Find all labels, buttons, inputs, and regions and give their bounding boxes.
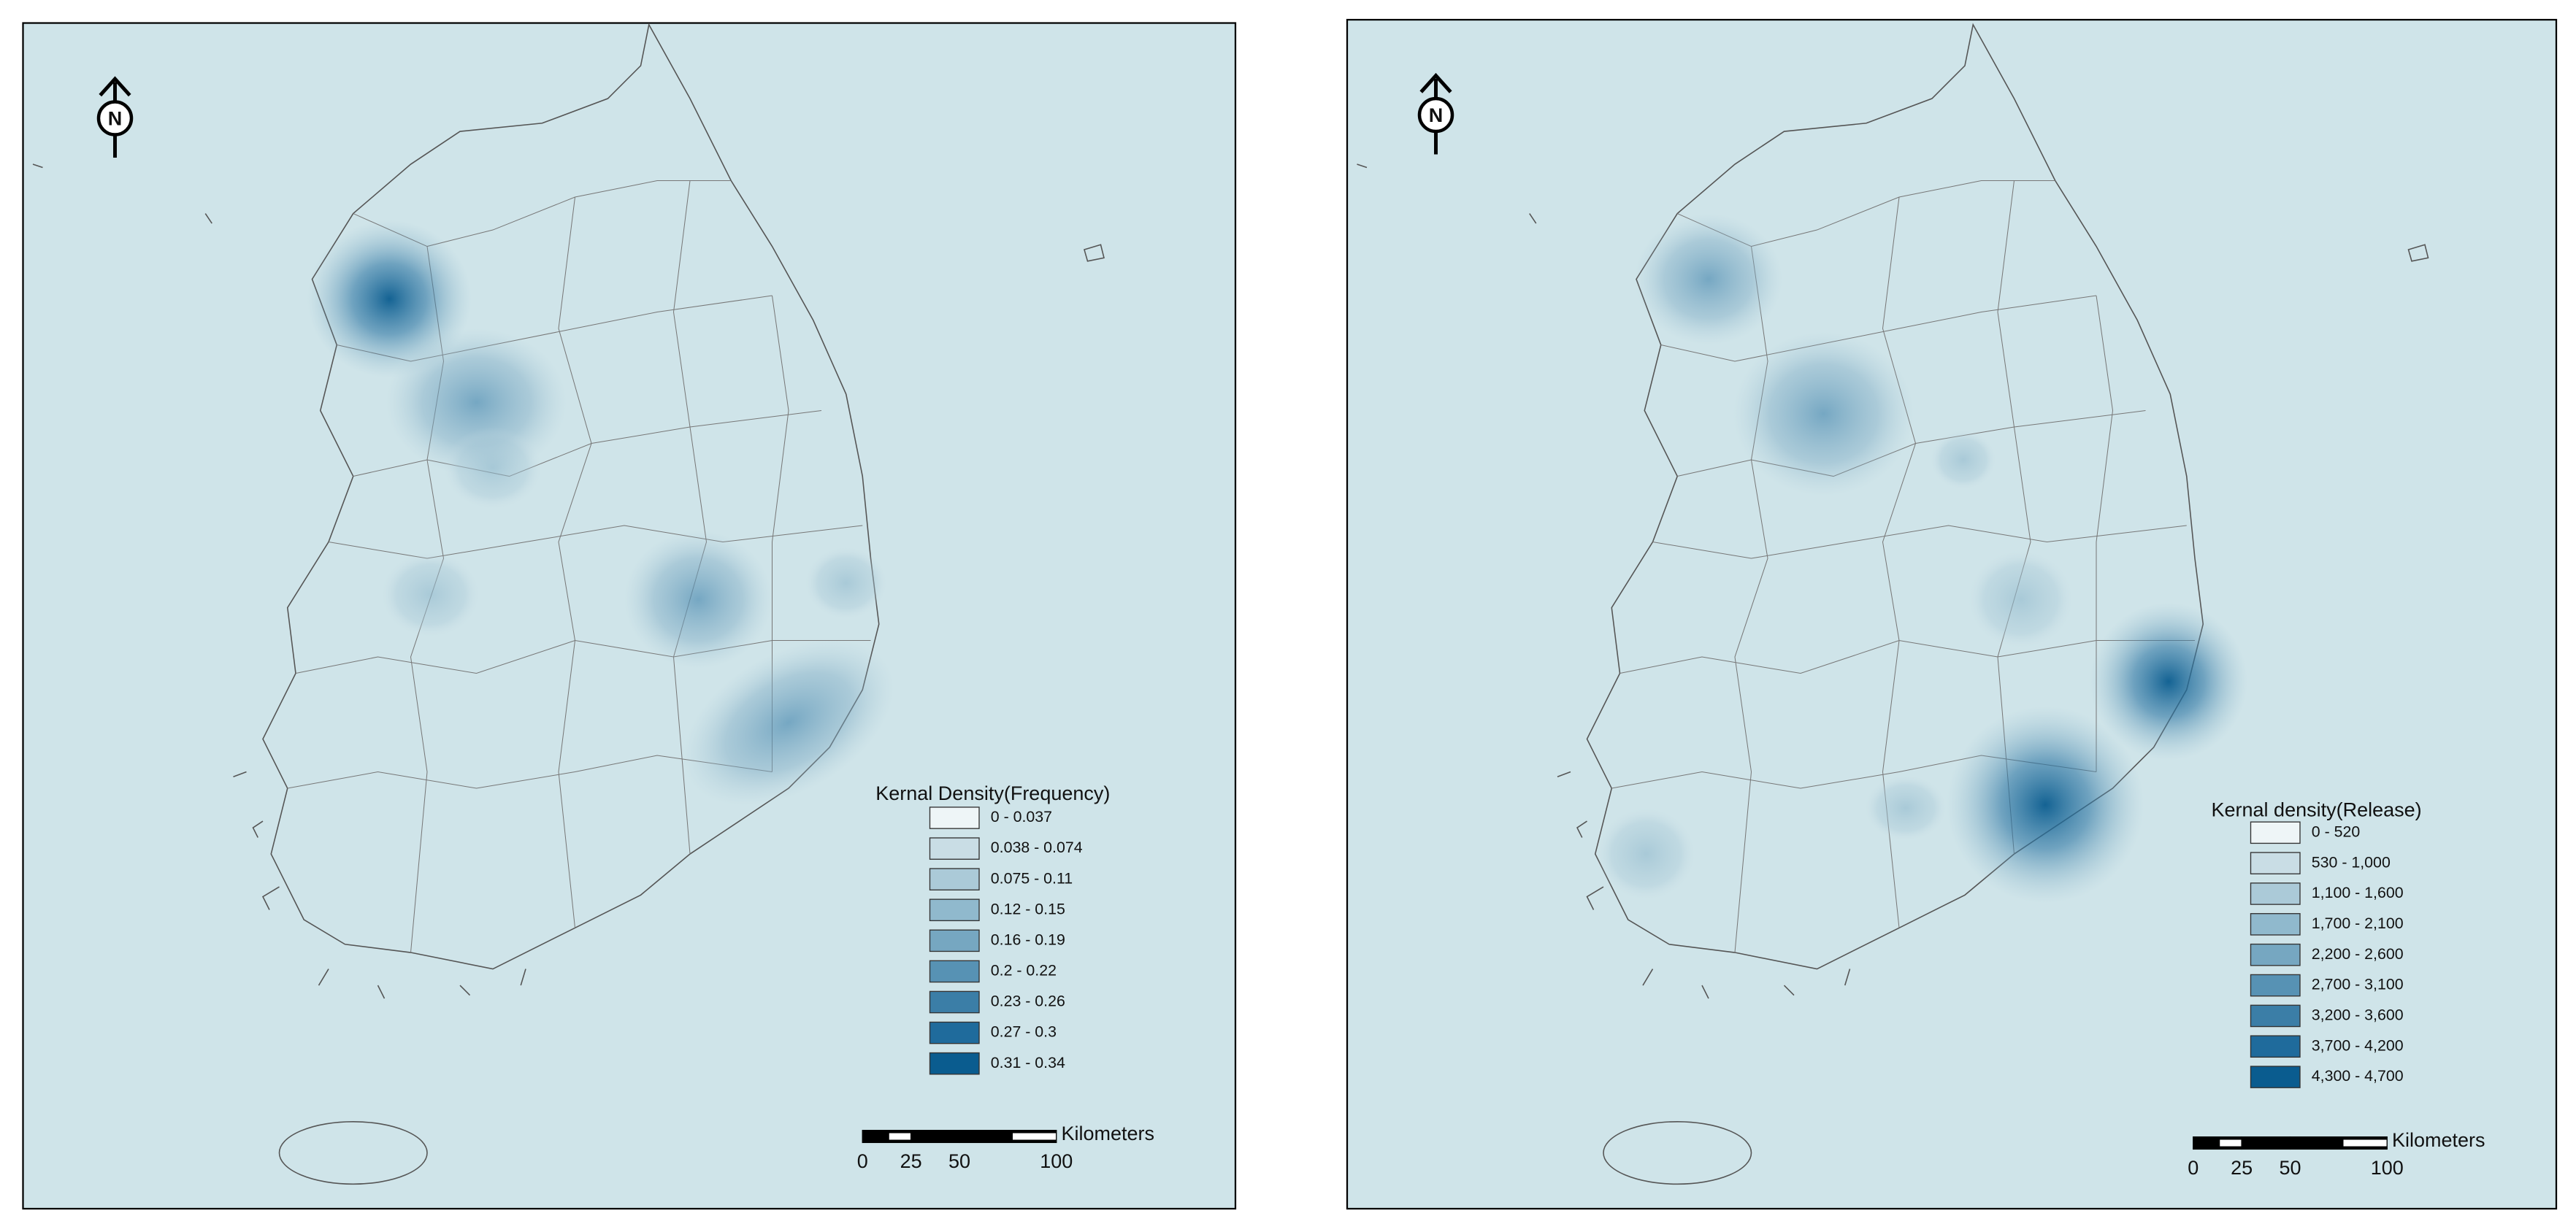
legend-label: 2,200 - 2,600 [2312,945,2404,963]
north-arrow-ring [96,100,134,136]
legend-swatch [2250,913,2301,936]
scale-unit: Kilometers [2392,1129,2485,1151]
scale-tick-label: 50 [948,1150,970,1172]
north-arrow-head [99,76,131,97]
legend-swatch [929,1021,980,1044]
legend-label: 0.2 - 0.22 [991,962,1057,979]
legend-label: 0 - 0.037 [991,808,1052,825]
legend-swatch [929,898,980,922]
legend-swatch [929,868,980,890]
legend-label: 3,700 - 4,200 [2312,1036,2404,1054]
legend-swatch [2250,821,2301,844]
legend-label: 0.16 - 0.19 [991,931,1065,948]
legend-label: 3,200 - 3,600 [2312,1006,2404,1024]
north-label: N [108,107,122,129]
legend-label: 2,700 - 3,100 [2312,976,2404,993]
legend-swatch [2250,852,2301,874]
scale-bar-segment [2220,1139,2242,1147]
density-surface [1597,213,2247,904]
scale-tick-label: 0 [857,1150,868,1172]
scale-tick-label: 0 [2188,1157,2199,1179]
map-frame [1346,18,2558,1210]
legend-label: 0 - 520 [2312,823,2361,840]
legend-swatch [2250,943,2301,966]
legend-label: 0.31 - 0.34 [991,1054,1065,1071]
legend-swatch [929,960,980,983]
legend-label: 530 - 1,000 [2312,853,2391,871]
legend-label: 1,700 - 2,100 [2312,915,2404,932]
legend-label: 0.23 - 0.26 [991,993,1065,1010]
scale-bar-segment [2343,1139,2388,1147]
legend-swatch [929,807,980,829]
density-surface [307,220,894,806]
legend-label: 0.12 - 0.15 [991,900,1065,917]
scale-tick-label: 100 [2371,1157,2404,1179]
scale-tick-label: 25 [900,1150,922,1172]
legend-label: 0.038 - 0.074 [991,839,1083,856]
legend-swatch [2250,1035,2301,1058]
legend-swatch [2250,974,2301,997]
legend-label: 1,100 - 1,600 [2312,884,2404,901]
scale-bar-segment [1013,1133,1057,1140]
legend-title: Kernal Density(Frequency) [875,782,1110,804]
legend-title: Kernal density(Release) [2212,799,2422,821]
legend-swatch [929,990,980,1014]
scale-tick-label: 50 [2279,1157,2301,1179]
north-arrow: N [1417,72,1454,155]
north-arrow: N [96,76,134,158]
scale-unit: Kilometers [1062,1123,1155,1144]
legend-label: 0.27 - 0.3 [991,1023,1057,1041]
legend-label: 0.075 - 0.11 [991,869,1073,887]
legend-swatch [2250,1066,2301,1088]
legend-label: 4,300 - 4,700 [2312,1067,2404,1085]
north-arrow-head [1419,72,1452,93]
north-arrow-ring [1417,96,1454,134]
scale-tick-label: 25 [2231,1157,2253,1179]
legend-swatch [2250,1004,2301,1028]
north-label: N [1429,104,1444,126]
scale-tick-label: 100 [1040,1150,1073,1172]
legend-swatch [929,1052,980,1075]
legend-swatch [929,929,980,952]
legend-swatch [929,837,980,860]
scale-bar-segment [889,1133,911,1140]
legend-swatch [2250,882,2301,905]
